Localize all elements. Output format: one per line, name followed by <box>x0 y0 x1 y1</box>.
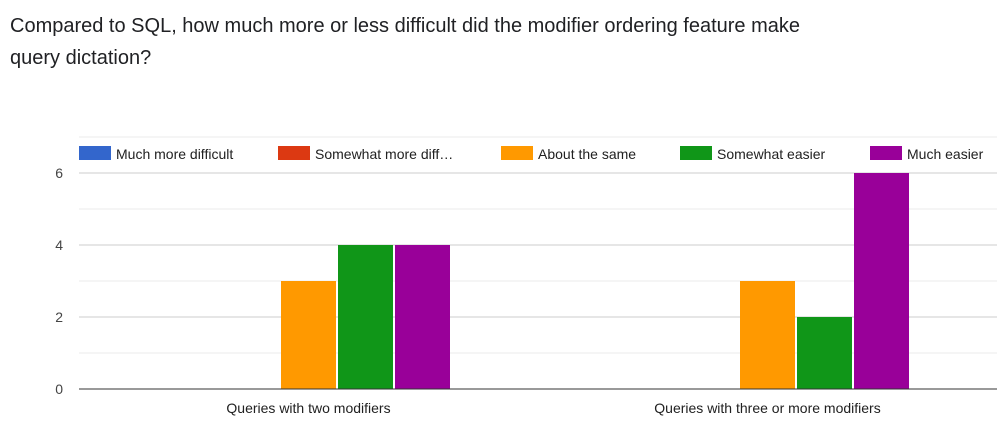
legend-swatch <box>870 146 902 160</box>
legend-swatch <box>501 146 533 160</box>
bar <box>797 317 852 389</box>
bar <box>395 245 450 389</box>
y-tick-label: 2 <box>55 309 63 325</box>
legend-swatch <box>79 146 111 160</box>
axes: 0 2 4 6 Queries with two modifiers Queries wi… <box>55 165 997 416</box>
bar <box>281 281 336 389</box>
y-tick-label: 4 <box>55 237 63 253</box>
x-category-label: Queries with three or more modifiers <box>654 400 880 416</box>
legend-entry-label: Somewhat more diff… <box>315 146 453 162</box>
legend-swatch <box>680 146 712 160</box>
legend: Much more difficult Somewhat more diff… Ab… <box>79 146 984 162</box>
legend-swatch <box>278 146 310 160</box>
x-category-label: Queries with two modifiers <box>226 400 390 416</box>
legend-entry-label: Somewhat easier <box>717 146 826 162</box>
bars <box>281 173 909 389</box>
bar <box>740 281 795 389</box>
question-title: Compared to SQL, how much more or less d… <box>10 15 800 69</box>
legend-entry-label: About the same <box>538 146 636 162</box>
bar <box>338 245 393 389</box>
bar <box>854 173 909 389</box>
legend-entry-label: Much more difficult <box>116 146 233 162</box>
y-tick-label: 0 <box>55 381 63 397</box>
y-tick-label: 6 <box>55 165 63 181</box>
legend-entry-label: Much easier <box>907 146 984 162</box>
